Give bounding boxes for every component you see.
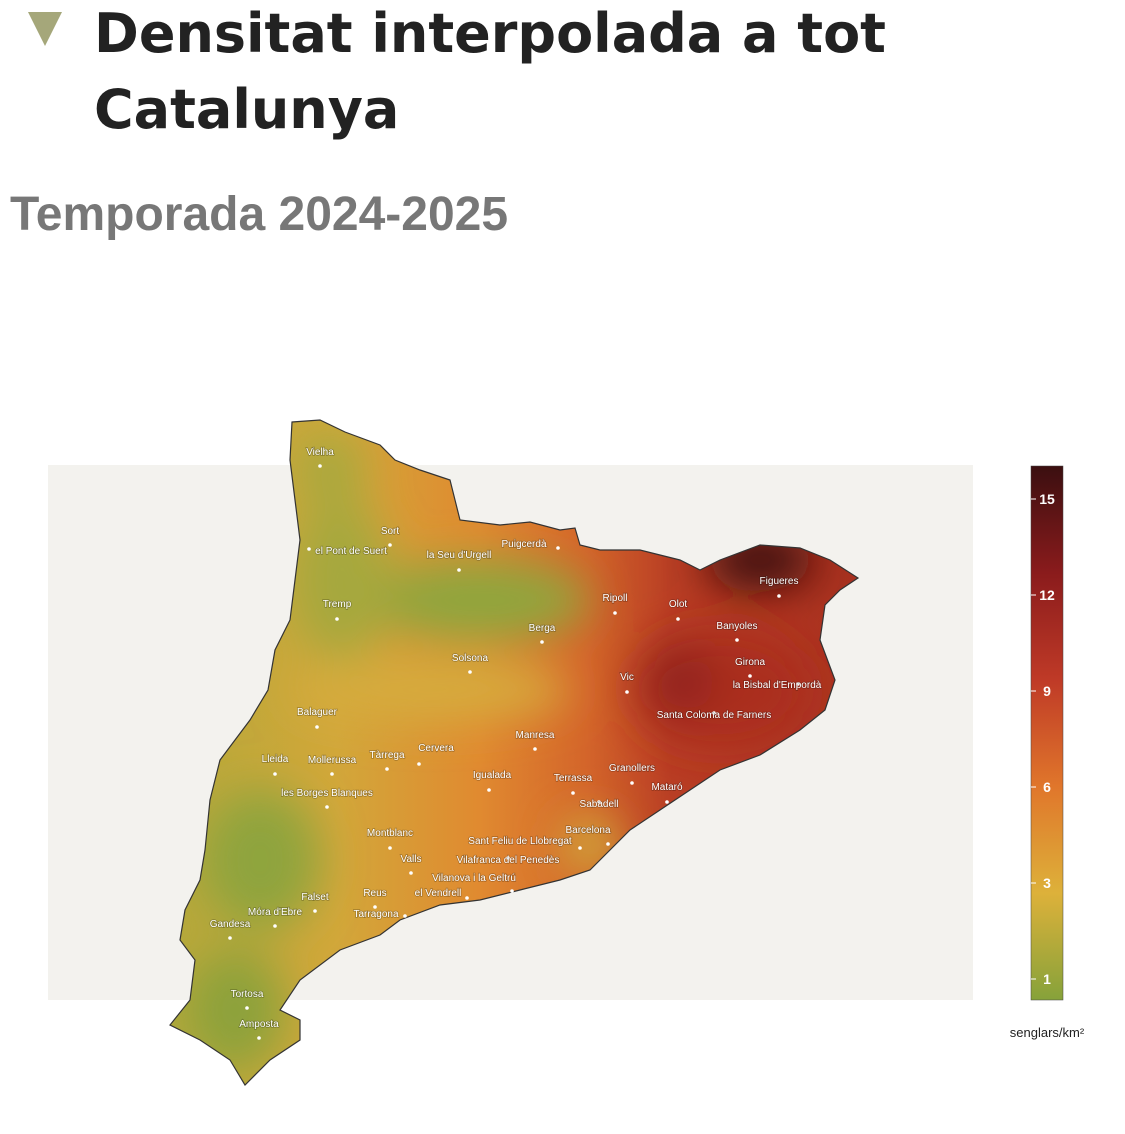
city-label: Girona	[735, 657, 765, 668]
city-dot	[556, 546, 560, 550]
city-label: Olot	[669, 599, 688, 610]
city-dot	[403, 914, 407, 918]
city-dot	[606, 842, 610, 846]
city-dot	[465, 896, 469, 900]
city-dot	[330, 772, 334, 776]
city-label: Sant Feliu de Llobregat	[468, 836, 572, 847]
city-dot	[597, 800, 601, 804]
city-dot	[630, 781, 634, 785]
city-dot	[318, 464, 322, 468]
city-dot	[796, 682, 800, 686]
city-label: Valls	[401, 854, 422, 865]
city-label: el Vendrell	[415, 888, 462, 899]
city-label: Tortosa	[231, 989, 264, 1000]
city-label: Sabadell	[580, 799, 619, 810]
city-dot	[625, 690, 629, 694]
city-dot	[335, 617, 339, 621]
city-label: Cervera	[418, 743, 454, 754]
city-label: Amposta	[239, 1019, 279, 1030]
city-label: Vic	[620, 672, 634, 683]
city-dot	[385, 767, 389, 771]
city-label: Vilanova i la Geltrú	[432, 873, 516, 884]
city-dot	[468, 670, 472, 674]
city-dot	[748, 674, 752, 678]
legend-tick-label: 9	[1043, 683, 1051, 699]
city-label: Mollerussa	[308, 755, 357, 766]
city-dot	[273, 772, 277, 776]
city-label: Banyoles	[716, 621, 757, 632]
city-dot	[457, 568, 461, 572]
city-label: Reus	[363, 888, 386, 899]
city-label: Terrassa	[554, 773, 593, 784]
city-dot	[510, 889, 514, 893]
city-dot	[388, 846, 392, 850]
collapse-icon[interactable]	[28, 12, 62, 46]
city-label: Gandesa	[210, 919, 251, 930]
city-dot	[388, 543, 392, 547]
city-dot	[735, 638, 739, 642]
city-dot	[313, 909, 317, 913]
legend-tick-label: 12	[1039, 587, 1055, 603]
city-dot	[676, 617, 680, 621]
city-dot	[506, 856, 510, 860]
city-label: Mataró	[651, 782, 683, 793]
city-dot	[533, 747, 537, 751]
legend-tick-label: 1	[1043, 971, 1051, 987]
city-dot	[409, 871, 413, 875]
city-dot	[373, 905, 377, 909]
city-dot	[273, 924, 277, 928]
city-dot	[665, 800, 669, 804]
legend-tick-label: 15	[1039, 491, 1055, 507]
city-dot	[417, 762, 421, 766]
city-label: Tremp	[323, 599, 352, 610]
city-label: Lleida	[262, 754, 289, 765]
color-bar	[1030, 465, 1064, 1001]
city-label: Solsona	[452, 653, 489, 664]
city-label: Puigcerdà	[501, 539, 546, 550]
city-label: Vilafranca del Penedès	[457, 855, 560, 866]
city-dot	[712, 711, 716, 715]
city-label: Móra d'Ebre	[248, 907, 303, 918]
city-label: Vielha	[306, 447, 334, 458]
legend-unit: senglars/km²	[1010, 1025, 1085, 1040]
title: Catalunya	[94, 78, 399, 141]
subtitle: Temporada 2024-2025	[10, 188, 508, 241]
city-label: Ripoll	[602, 593, 627, 604]
city-label: Santa Coloma de Farners	[657, 710, 772, 721]
city-label: Berga	[529, 623, 556, 634]
city-label: Figueres	[760, 576, 799, 587]
city-dot	[315, 725, 319, 729]
city-label: Barcelona	[565, 825, 610, 836]
city-label: Igualada	[473, 770, 512, 781]
title: Densitat interpolada a tot	[94, 2, 886, 65]
city-dot	[578, 846, 582, 850]
city-dot	[257, 1036, 261, 1040]
city-dot	[487, 788, 491, 792]
legend-tick-label: 6	[1043, 779, 1051, 795]
city-label: Sort	[381, 526, 400, 537]
city-label: el Pont de Suert	[315, 546, 387, 557]
city-dot	[540, 640, 544, 644]
city-dot	[228, 936, 232, 940]
city-dot	[777, 594, 781, 598]
city-dot	[307, 547, 311, 551]
city-label: les Borges Blanques	[281, 788, 373, 799]
city-dot	[571, 791, 575, 795]
legend-tick-label: 3	[1043, 875, 1051, 891]
city-label: Tàrrega	[369, 750, 404, 761]
city-dot	[613, 611, 617, 615]
city-label: Falset	[301, 892, 328, 903]
city-label: Tarragona	[353, 909, 398, 920]
city-dot	[245, 1006, 249, 1010]
city-label: Montblanc	[367, 828, 413, 839]
city-label: la Bisbal d'Empordà	[733, 680, 822, 691]
city-label: la Seu d'Urgell	[427, 550, 492, 561]
city-label: Manresa	[516, 730, 555, 741]
city-label: Granollers	[609, 763, 655, 774]
city-label: Balaguer	[297, 707, 338, 718]
city-dot	[325, 805, 329, 809]
